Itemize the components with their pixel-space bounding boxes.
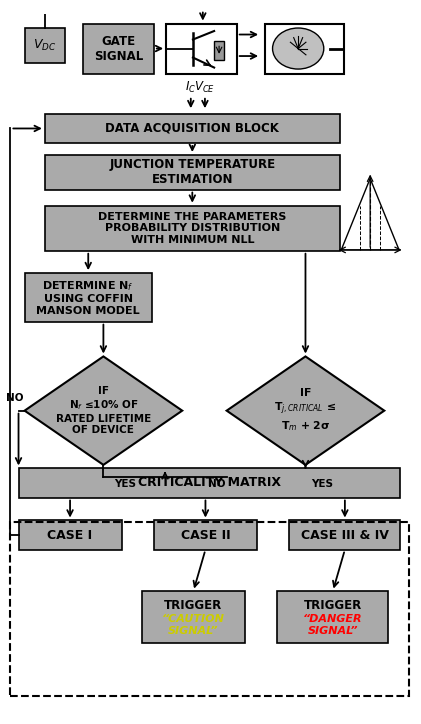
Text: $V_{CE}$: $V_{CE}$: [195, 80, 216, 95]
Text: $I_C$: $I_C$: [185, 80, 197, 95]
Text: NO: NO: [208, 479, 225, 489]
FancyBboxPatch shape: [166, 23, 237, 74]
Text: CRITICALITY MATRIX: CRITICALITY MATRIX: [138, 476, 281, 489]
Text: “DANGER
SIGNAL”: “DANGER SIGNAL”: [303, 615, 362, 636]
Polygon shape: [24, 356, 182, 465]
FancyBboxPatch shape: [45, 206, 340, 251]
Text: GATE
SIGNAL: GATE SIGNAL: [94, 35, 143, 62]
FancyBboxPatch shape: [289, 521, 400, 550]
FancyBboxPatch shape: [19, 468, 400, 497]
Text: IF
T$_{j,CRITICAL}$ ≤
T$_m$ + 2σ: IF T$_{j,CRITICAL}$ ≤ T$_m$ + 2σ: [274, 389, 336, 433]
Text: CASE II: CASE II: [181, 529, 230, 542]
FancyBboxPatch shape: [265, 23, 344, 74]
FancyBboxPatch shape: [24, 28, 65, 63]
Text: NO: NO: [6, 393, 23, 403]
Text: DETERMINE N$_f$
USING COFFIN
MANSON MODEL: DETERMINE N$_f$ USING COFFIN MANSON MODE…: [37, 279, 140, 316]
Ellipse shape: [272, 28, 324, 69]
FancyBboxPatch shape: [277, 592, 388, 644]
Polygon shape: [226, 356, 384, 465]
FancyBboxPatch shape: [142, 592, 245, 644]
Text: TRIGGER: TRIGGER: [304, 599, 362, 613]
FancyBboxPatch shape: [154, 521, 257, 550]
Bar: [11, 522, 408, 696]
FancyBboxPatch shape: [45, 155, 340, 190]
Text: CASE I: CASE I: [48, 529, 93, 542]
Text: JUNCTION TEMPERATURE
ESTIMATION: JUNCTION TEMPERATURE ESTIMATION: [109, 159, 275, 186]
Text: TRIGGER: TRIGGER: [164, 599, 222, 613]
Text: YES: YES: [311, 479, 333, 489]
FancyBboxPatch shape: [19, 521, 122, 550]
FancyBboxPatch shape: [83, 23, 154, 74]
Text: DETERMINE THE PARAMETERS
PROBABILITY DISTRIBUTION
WITH MINIMUM NLL: DETERMINE THE PARAMETERS PROBABILITY DIS…: [98, 211, 287, 245]
Text: CASE III & IV: CASE III & IV: [301, 529, 389, 542]
Polygon shape: [341, 179, 399, 250]
FancyBboxPatch shape: [214, 41, 224, 59]
Text: $V_{DC}$: $V_{DC}$: [33, 38, 56, 54]
FancyBboxPatch shape: [45, 114, 340, 143]
FancyBboxPatch shape: [24, 273, 152, 321]
Text: YES: YES: [115, 479, 137, 489]
Text: IF
N$_f$ ≤10% OF
RATED LIFETIME
OF DEVICE: IF N$_f$ ≤10% OF RATED LIFETIME OF DEVIC…: [56, 386, 151, 435]
Text: “CAUTION
SIGNAL”: “CAUTION SIGNAL”: [162, 615, 225, 636]
Text: DATA ACQUISITION BLOCK: DATA ACQUISITION BLOCK: [105, 122, 279, 135]
